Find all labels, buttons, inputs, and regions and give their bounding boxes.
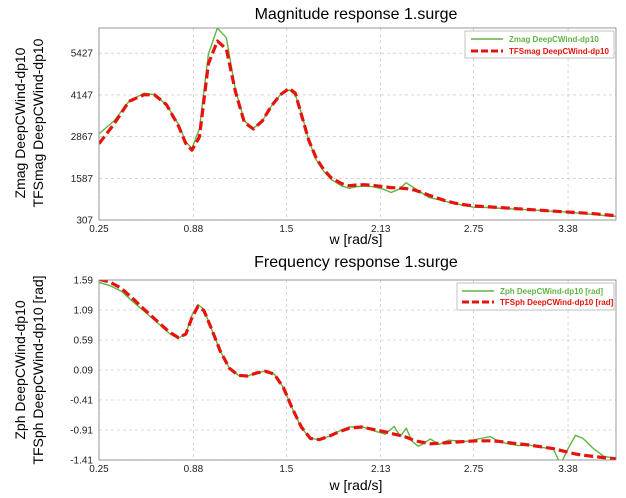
magnitude-ylabel-line-1: Zmag DeepCWind-dp10 — [12, 47, 28, 198]
phase-xtick-label: 0.25 — [89, 464, 109, 475]
magnitude-ytick-label: 307 — [76, 216, 93, 227]
magnitude-legend-zmag-label: Zmag DeepCWind-dp10 — [509, 35, 599, 44]
magnitude-ylabel-line-2: TFSmag DeepCWind-dp10 — [30, 38, 46, 207]
phase-legend-box — [456, 282, 615, 311]
magnitude-legend-box — [464, 30, 615, 59]
phase-ytick-label: -0.91 — [70, 426, 93, 437]
magnitude-xtick-label: 1.5 — [279, 224, 293, 235]
magnitude-x-ticks: 0.25 0.88 1.5 2.13 2.75 3.38 — [89, 224, 578, 235]
magnitude-chart-title: Magnitude response 1.surge — [255, 6, 458, 23]
phase-ylabel-line-1: Zph DeepCWind-dp10 — [12, 300, 28, 440]
phase-chart-title: Frequency response 1.surge — [254, 254, 458, 271]
phase-series-layer — [99, 280, 616, 460]
phase-xtick-label: 2.75 — [464, 464, 484, 475]
phase-xtick-label: 1.5 — [279, 464, 293, 475]
magnitude-series-layer — [99, 28, 616, 218]
magnitude-ytick-label: 4147 — [71, 90, 94, 101]
phase-plot-frame — [98, 279, 617, 461]
magnitude-xtick-label: 0.25 — [89, 224, 109, 235]
phase-legend-tfsph-label: TFSph DeepCWind-dp10 [rad] — [500, 298, 614, 307]
phase-xtick-label: 0.88 — [184, 464, 204, 475]
phase-x-ticks: 0.25 0.88 1.5 2.13 2.75 3.38 — [89, 464, 578, 475]
magnitude-xtick-label: 2.13 — [371, 224, 391, 235]
phase-xtick-label: 2.13 — [371, 464, 391, 475]
magnitude-plot-frame — [98, 27, 617, 221]
phase-ytick-label: 0.09 — [74, 366, 94, 377]
phase-ytick-label: -1.41 — [70, 456, 93, 467]
phase-ylabel-line-2: TFSph DeepCWind-dp10 [rad] — [30, 275, 46, 464]
phase-ytick-label: 0.59 — [74, 336, 94, 347]
magnitude-ytick-label: 5427 — [71, 49, 94, 60]
magnitude-series-tfs-line — [99, 39, 616, 218]
magnitude-xtick-label: 0.88 — [184, 224, 204, 235]
phase-series-tfs-line — [99, 280, 616, 460]
phase-xlabel: w [rad/s] — [329, 477, 383, 493]
phase-legend-zph-label: Zph DeepCWind-dp10 [rad] — [500, 287, 603, 296]
magnitude-xtick-label: 2.75 — [464, 224, 484, 235]
phase-ytick-label: 1.59 — [74, 276, 94, 287]
magnitude-legend: Zmag DeepCWind-dp10 TFSmag DeepCWind-dp1… — [464, 30, 615, 59]
magnitude-y-ticks: 307 1587 2867 4147 5427 — [71, 49, 94, 227]
magnitude-legend-tfsmag-label: TFSmag DeepCWind-dp10 — [509, 47, 609, 56]
phase-ytick-label: -0.41 — [70, 396, 93, 407]
magnitude-chart: Magnitude response 1.surge Zmag DeepCWin… — [12, 6, 617, 247]
magnitude-gridlines — [98, 28, 616, 221]
magnitude-ytick-label: 1587 — [71, 174, 94, 185]
magnitude-ytick-label: 2867 — [71, 132, 94, 143]
phase-ytick-label: 1.09 — [74, 306, 94, 317]
phase-y-ticks: 1.59 1.09 0.59 0.09 -0.41 -0.91 -1.41 — [70, 276, 93, 467]
phase-chart: Frequency response 1.surge Zph DeepCWind… — [12, 254, 617, 493]
phase-legend: Zph DeepCWind-dp10 [rad] TFSph DeepCWind… — [456, 282, 615, 311]
phase-xtick-label: 3.38 — [558, 464, 578, 475]
magnitude-xtick-label: 3.38 — [558, 224, 578, 235]
magnitude-xlabel: w [rad/s] — [329, 231, 383, 247]
